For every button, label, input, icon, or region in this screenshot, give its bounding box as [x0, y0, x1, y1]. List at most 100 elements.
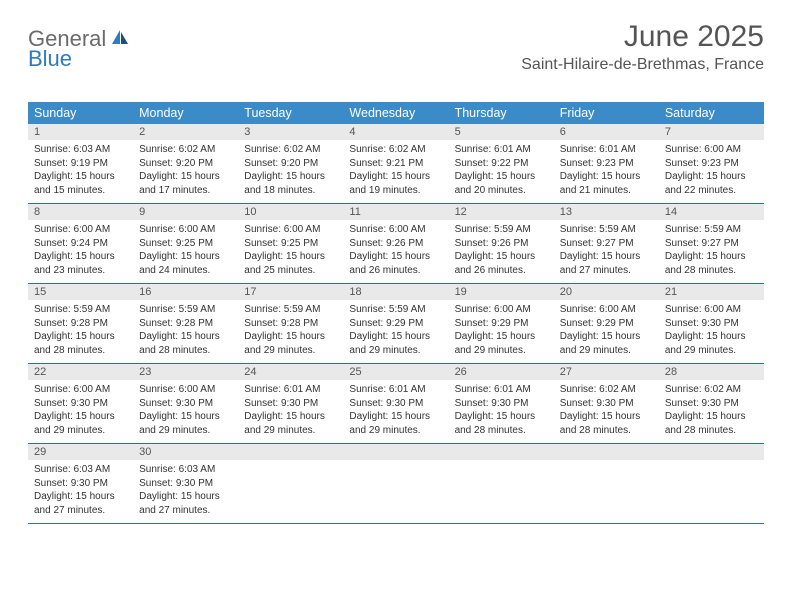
day-number-cell: 10 — [238, 204, 343, 220]
day-content-cell: Sunrise: 6:03 AMSunset: 9:30 PMDaylight:… — [133, 460, 238, 523]
day-content-cell: Sunrise: 6:00 AMSunset: 9:23 PMDaylight:… — [659, 140, 764, 203]
sunset-line: Sunset: 9:29 PM — [455, 317, 548, 331]
sunset-line: Sunset: 9:29 PM — [560, 317, 653, 331]
sunset-line: Sunset: 9:30 PM — [455, 397, 548, 411]
day-content-cell: Sunrise: 6:00 AMSunset: 9:29 PMDaylight:… — [554, 300, 659, 363]
day-content-cell: Sunrise: 5:59 AMSunset: 9:29 PMDaylight:… — [343, 300, 448, 363]
day-content-cell: Sunrise: 6:00 AMSunset: 9:30 PMDaylight:… — [659, 300, 764, 363]
day-content-cell — [343, 460, 448, 523]
day-number-cell: 9 — [133, 204, 238, 220]
day-content-cell: Sunrise: 6:01 AMSunset: 9:30 PMDaylight:… — [238, 380, 343, 443]
day-content-cell: Sunrise: 6:02 AMSunset: 9:30 PMDaylight:… — [659, 380, 764, 443]
day-number-cell: 5 — [449, 124, 554, 140]
sunrise-line: Sunrise: 6:00 AM — [34, 383, 127, 397]
day-content-cell: Sunrise: 6:02 AMSunset: 9:30 PMDaylight:… — [554, 380, 659, 443]
sunrise-line: Sunrise: 5:59 AM — [244, 303, 337, 317]
day-number-cell: 24 — [238, 364, 343, 380]
weekday-friday: Friday — [554, 102, 659, 124]
weekday-tuesday: Tuesday — [238, 102, 343, 124]
daylight-line-2: and 29 minutes. — [665, 344, 758, 358]
weekday-saturday: Saturday — [659, 102, 764, 124]
day-number-cell: 23 — [133, 364, 238, 380]
sunset-line: Sunset: 9:21 PM — [349, 157, 442, 171]
daylight-line-2: and 29 minutes. — [244, 424, 337, 438]
sunset-line: Sunset: 9:29 PM — [349, 317, 442, 331]
daylight-line-2: and 27 minutes. — [560, 264, 653, 278]
daylight-line-2: and 29 minutes. — [139, 424, 232, 438]
day-number-cell: 25 — [343, 364, 448, 380]
daylight-line-2: and 29 minutes. — [349, 424, 442, 438]
daylight-line-2: and 29 minutes. — [34, 424, 127, 438]
day-content-row: Sunrise: 6:00 AMSunset: 9:30 PMDaylight:… — [28, 380, 764, 443]
day-number-cell: 11 — [343, 204, 448, 220]
daylight-line-1: Daylight: 15 hours — [560, 170, 653, 184]
calendar: Sunday Monday Tuesday Wednesday Thursday… — [28, 102, 764, 524]
day-content-cell: Sunrise: 5:59 AMSunset: 9:27 PMDaylight:… — [659, 220, 764, 283]
sunrise-line: Sunrise: 6:00 AM — [139, 223, 232, 237]
day-number-cell: 30 — [133, 444, 238, 460]
sunset-line: Sunset: 9:23 PM — [665, 157, 758, 171]
sunrise-line: Sunrise: 5:59 AM — [139, 303, 232, 317]
day-number-cell: 27 — [554, 364, 659, 380]
sunrise-line: Sunrise: 6:02 AM — [349, 143, 442, 157]
daylight-line-2: and 29 minutes. — [560, 344, 653, 358]
daylight-line-1: Daylight: 15 hours — [139, 490, 232, 504]
sunset-line: Sunset: 9:30 PM — [34, 477, 127, 491]
sunset-line: Sunset: 9:25 PM — [139, 237, 232, 251]
month-title: June 2025 — [521, 20, 764, 54]
daylight-line-1: Daylight: 15 hours — [665, 250, 758, 264]
day-number-cell: 3 — [238, 124, 343, 140]
logo-blue-row: Blue — [28, 46, 72, 72]
day-content-cell: Sunrise: 6:01 AMSunset: 9:22 PMDaylight:… — [449, 140, 554, 203]
title-block: June 2025 Saint-Hilaire-de-Brethmas, Fra… — [521, 20, 764, 74]
day-number-cell: 14 — [659, 204, 764, 220]
sunset-line: Sunset: 9:28 PM — [139, 317, 232, 331]
daylight-line-2: and 28 minutes. — [455, 424, 548, 438]
day-content-cell: Sunrise: 6:00 AMSunset: 9:25 PMDaylight:… — [238, 220, 343, 283]
calendar-week: 15161718192021Sunrise: 5:59 AMSunset: 9:… — [28, 284, 764, 364]
daylight-line-2: and 23 minutes. — [34, 264, 127, 278]
daylight-line-2: and 22 minutes. — [665, 184, 758, 198]
day-content-cell — [554, 460, 659, 523]
sunrise-line: Sunrise: 6:03 AM — [34, 143, 127, 157]
day-number-cell — [659, 444, 764, 460]
day-number-cell — [449, 444, 554, 460]
sunrise-line: Sunrise: 6:00 AM — [665, 143, 758, 157]
sunset-line: Sunset: 9:30 PM — [560, 397, 653, 411]
daylight-line-2: and 28 minutes. — [139, 344, 232, 358]
day-number-row: 2930 — [28, 444, 764, 460]
daylight-line-1: Daylight: 15 hours — [139, 170, 232, 184]
sunset-line: Sunset: 9:26 PM — [455, 237, 548, 251]
weekday-sunday: Sunday — [28, 102, 133, 124]
daylight-line-2: and 27 minutes. — [34, 504, 127, 518]
day-number-cell: 12 — [449, 204, 554, 220]
daylight-line-2: and 19 minutes. — [349, 184, 442, 198]
day-content-cell: Sunrise: 5:59 AMSunset: 9:28 PMDaylight:… — [133, 300, 238, 363]
daylight-line-2: and 21 minutes. — [560, 184, 653, 198]
sunset-line: Sunset: 9:24 PM — [34, 237, 127, 251]
sunset-line: Sunset: 9:30 PM — [665, 397, 758, 411]
weekday-thursday: Thursday — [449, 102, 554, 124]
day-number-cell — [343, 444, 448, 460]
daylight-line-1: Daylight: 15 hours — [455, 250, 548, 264]
day-number-row: 15161718192021 — [28, 284, 764, 300]
sunset-line: Sunset: 9:28 PM — [34, 317, 127, 331]
daylight-line-1: Daylight: 15 hours — [560, 330, 653, 344]
day-content-row: Sunrise: 5:59 AMSunset: 9:28 PMDaylight:… — [28, 300, 764, 363]
daylight-line-2: and 25 minutes. — [244, 264, 337, 278]
day-number-cell — [554, 444, 659, 460]
daylight-line-1: Daylight: 15 hours — [455, 410, 548, 424]
day-content-cell: Sunrise: 5:59 AMSunset: 9:27 PMDaylight:… — [554, 220, 659, 283]
sunrise-line: Sunrise: 6:00 AM — [349, 223, 442, 237]
day-content-cell: Sunrise: 6:00 AMSunset: 9:30 PMDaylight:… — [133, 380, 238, 443]
daylight-line-1: Daylight: 15 hours — [665, 170, 758, 184]
daylight-line-2: and 18 minutes. — [244, 184, 337, 198]
sunrise-line: Sunrise: 6:00 AM — [139, 383, 232, 397]
location-label: Saint-Hilaire-de-Brethmas, France — [521, 56, 764, 74]
sunset-line: Sunset: 9:30 PM — [139, 397, 232, 411]
daylight-line-2: and 24 minutes. — [139, 264, 232, 278]
weekday-monday: Monday — [133, 102, 238, 124]
daylight-line-1: Daylight: 15 hours — [139, 330, 232, 344]
daylight-line-1: Daylight: 15 hours — [34, 250, 127, 264]
day-content-cell: Sunrise: 6:01 AMSunset: 9:23 PMDaylight:… — [554, 140, 659, 203]
